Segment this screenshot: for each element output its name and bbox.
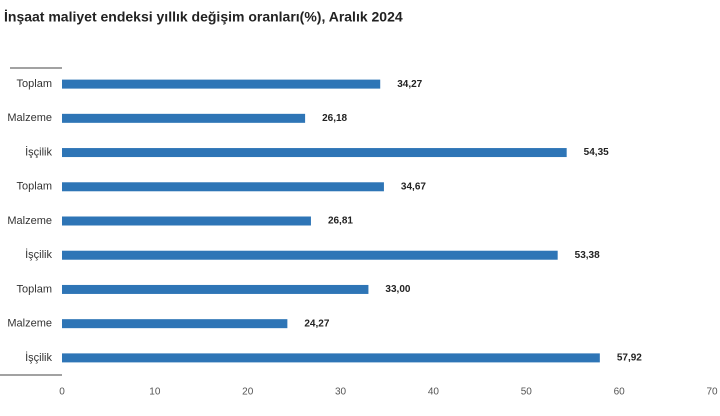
x-tick-label: 60 <box>614 387 626 398</box>
value-label: 26,81 <box>328 216 353 227</box>
bar <box>62 284 369 294</box>
x-tick-label: 70 <box>706 387 718 398</box>
bar <box>62 113 306 123</box>
chart-title: İnşaat maliyet endeksi yıllık değişim or… <box>4 9 403 25</box>
y-tick-label: İşçilik <box>25 145 52 158</box>
value-label: 24,27 <box>304 318 329 329</box>
value-label: 54,35 <box>584 147 609 158</box>
y-tick-label: Toplam <box>17 78 52 90</box>
bar <box>62 353 600 363</box>
y-tick-label: Toplam <box>17 283 52 295</box>
x-tick-label: 0 <box>59 387 65 398</box>
value-label: 26,18 <box>322 113 347 124</box>
y-tick-label: İşçilik <box>25 351 52 364</box>
value-label: 33,00 <box>385 284 410 295</box>
bar <box>62 250 558 260</box>
y-tick-label: Malzeme <box>7 112 52 124</box>
y-tick-label: Malzeme <box>7 318 52 330</box>
value-label: 34,27 <box>397 79 422 90</box>
value-label: 34,67 <box>401 181 426 192</box>
y-tick-label: Toplam <box>17 181 52 193</box>
x-tick-label: 30 <box>335 387 347 398</box>
bar <box>62 216 311 226</box>
bar <box>62 319 288 329</box>
x-tick-label: 50 <box>521 387 533 398</box>
value-label: 53,38 <box>575 250 600 261</box>
bar <box>62 182 384 192</box>
bar <box>62 79 381 89</box>
value-label: 57,92 <box>617 353 642 364</box>
x-tick-label: 20 <box>242 387 254 398</box>
bar <box>62 148 567 158</box>
y-tick-label: İşçilik <box>25 248 52 261</box>
y-tick-label: Malzeme <box>7 215 52 227</box>
x-tick-label: 10 <box>149 387 161 398</box>
x-tick-label: 40 <box>428 387 440 398</box>
